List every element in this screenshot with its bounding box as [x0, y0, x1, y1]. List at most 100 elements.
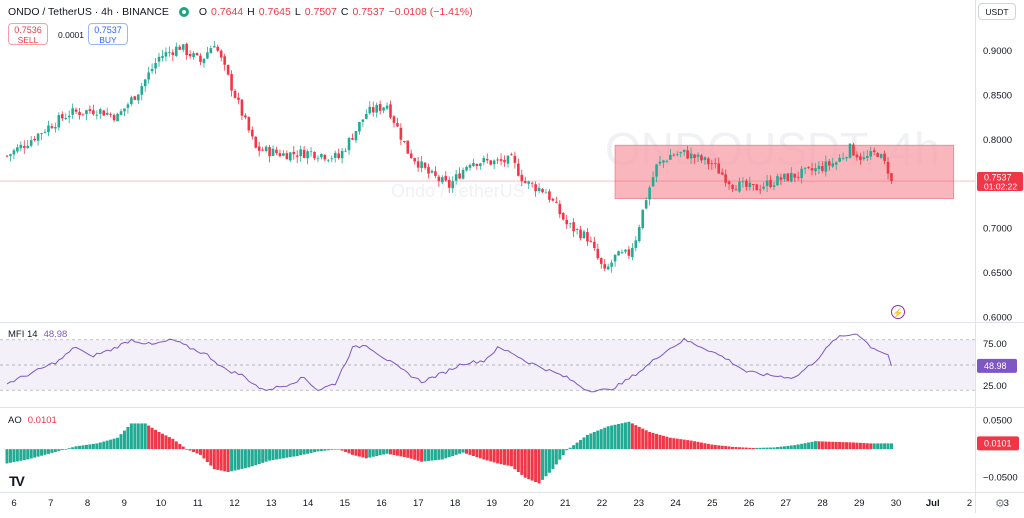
- ao-bar: [686, 440, 690, 450]
- ao-bar: [392, 449, 396, 456]
- candle: [178, 46, 182, 50]
- candle: [5, 155, 9, 157]
- ao-bar: [886, 443, 890, 450]
- candle: [513, 155, 517, 163]
- ao-bar: [858, 442, 862, 450]
- candle: [789, 172, 793, 182]
- ao-bar: [869, 443, 873, 450]
- ao-bar: [129, 423, 133, 450]
- candle: [247, 117, 251, 131]
- ao-bar: [485, 449, 489, 461]
- mfi-legend[interactable]: MFI 14 48.98: [8, 329, 67, 340]
- spread-value: 0.0001: [58, 30, 84, 40]
- candle: [454, 174, 458, 181]
- ao-bar: [848, 442, 852, 450]
- ao-bar: [623, 422, 627, 450]
- low-value: 0.7507: [304, 6, 337, 18]
- candle: [551, 198, 555, 201]
- symbol-title[interactable]: ONDO / TetherUS · 4h · BINANCE: [8, 6, 169, 18]
- ao-bar: [699, 442, 703, 450]
- candle: [43, 131, 47, 133]
- ao-bar: [451, 449, 455, 456]
- ao-bar: [782, 446, 786, 450]
- ao-bar: [326, 449, 330, 451]
- ao-bar: [84, 444, 88, 450]
- candle: [136, 94, 140, 101]
- ao-bar: [579, 440, 583, 450]
- candle: [814, 168, 817, 172]
- close-label: C: [340, 6, 349, 18]
- candle: [561, 213, 565, 220]
- candle: [60, 114, 64, 119]
- currency-button[interactable]: USDT: [978, 3, 1016, 20]
- tradingview-logo[interactable]: TV: [9, 473, 25, 489]
- settings-icon[interactable]: ⚙: [995, 498, 1005, 510]
- ao-bar: [216, 449, 220, 470]
- ao-bar: [46, 449, 50, 454]
- ao-bar: [820, 441, 824, 450]
- buy-price: 0.7537: [94, 25, 122, 35]
- ao-bar: [827, 441, 831, 450]
- candle: [713, 163, 717, 164]
- time-tick-label: 12: [229, 498, 240, 509]
- candle: [485, 158, 489, 161]
- candle: [686, 150, 689, 159]
- ao-bar: [333, 449, 337, 450]
- ao-bar: [862, 443, 866, 450]
- candle: [599, 258, 603, 264]
- ao-bar: [420, 449, 424, 462]
- candle: [472, 163, 475, 167]
- ao-bar: [772, 447, 776, 450]
- candle: [254, 136, 258, 148]
- ao-bar: [775, 447, 779, 450]
- candle: [382, 107, 385, 111]
- ao-bar: [603, 427, 607, 450]
- candle: [29, 140, 33, 146]
- price-tick-label: 0.9000: [983, 46, 1012, 57]
- candle: [216, 46, 220, 51]
- candle: [340, 150, 344, 159]
- ao-bar: [558, 449, 562, 460]
- time-tick-label: 11: [193, 498, 203, 509]
- ao-bar: [527, 449, 531, 480]
- candle: [168, 51, 171, 53]
- ao-bar: [312, 449, 316, 453]
- ao-bar: [786, 445, 790, 450]
- ao-bar: [724, 446, 728, 450]
- buy-button[interactable]: 0.7537 BUY: [88, 23, 128, 45]
- ao-bar: [274, 449, 278, 460]
- candle: [700, 155, 703, 161]
- candle: [105, 112, 109, 115]
- candle: [185, 43, 188, 56]
- ao-bar: [872, 443, 876, 450]
- ao-bar: [154, 429, 158, 450]
- lightning-icon[interactable]: ⚡: [891, 305, 905, 319]
- candle: [879, 154, 883, 158]
- ao-bar: [454, 449, 458, 455]
- sell-button[interactable]: 0.7536 SELL: [8, 23, 48, 45]
- ao-bar: [755, 447, 759, 450]
- ao-bar: [693, 441, 697, 450]
- candle: [192, 53, 195, 58]
- ao-bar: [630, 423, 634, 450]
- candle: [492, 160, 496, 165]
- ao-bar: [851, 442, 855, 450]
- candle: [520, 174, 524, 182]
- ao-bar: [116, 437, 120, 450]
- ao-bar: [769, 447, 773, 450]
- time-tick-label: 19: [486, 498, 497, 509]
- candle: [226, 64, 230, 75]
- ao-bar: [164, 435, 168, 450]
- ao-bar: [281, 449, 285, 459]
- candle: [748, 182, 752, 188]
- ao-bar: [655, 433, 659, 450]
- ao-bar: [855, 442, 859, 450]
- ao-bar: [475, 449, 479, 458]
- time-tick-label: 10: [156, 498, 167, 509]
- candle: [157, 56, 161, 62]
- change-value: −0.0108 (−1.41%): [388, 6, 473, 18]
- ao-legend[interactable]: AO 0.0101: [8, 415, 57, 426]
- ao-bar: [831, 441, 835, 450]
